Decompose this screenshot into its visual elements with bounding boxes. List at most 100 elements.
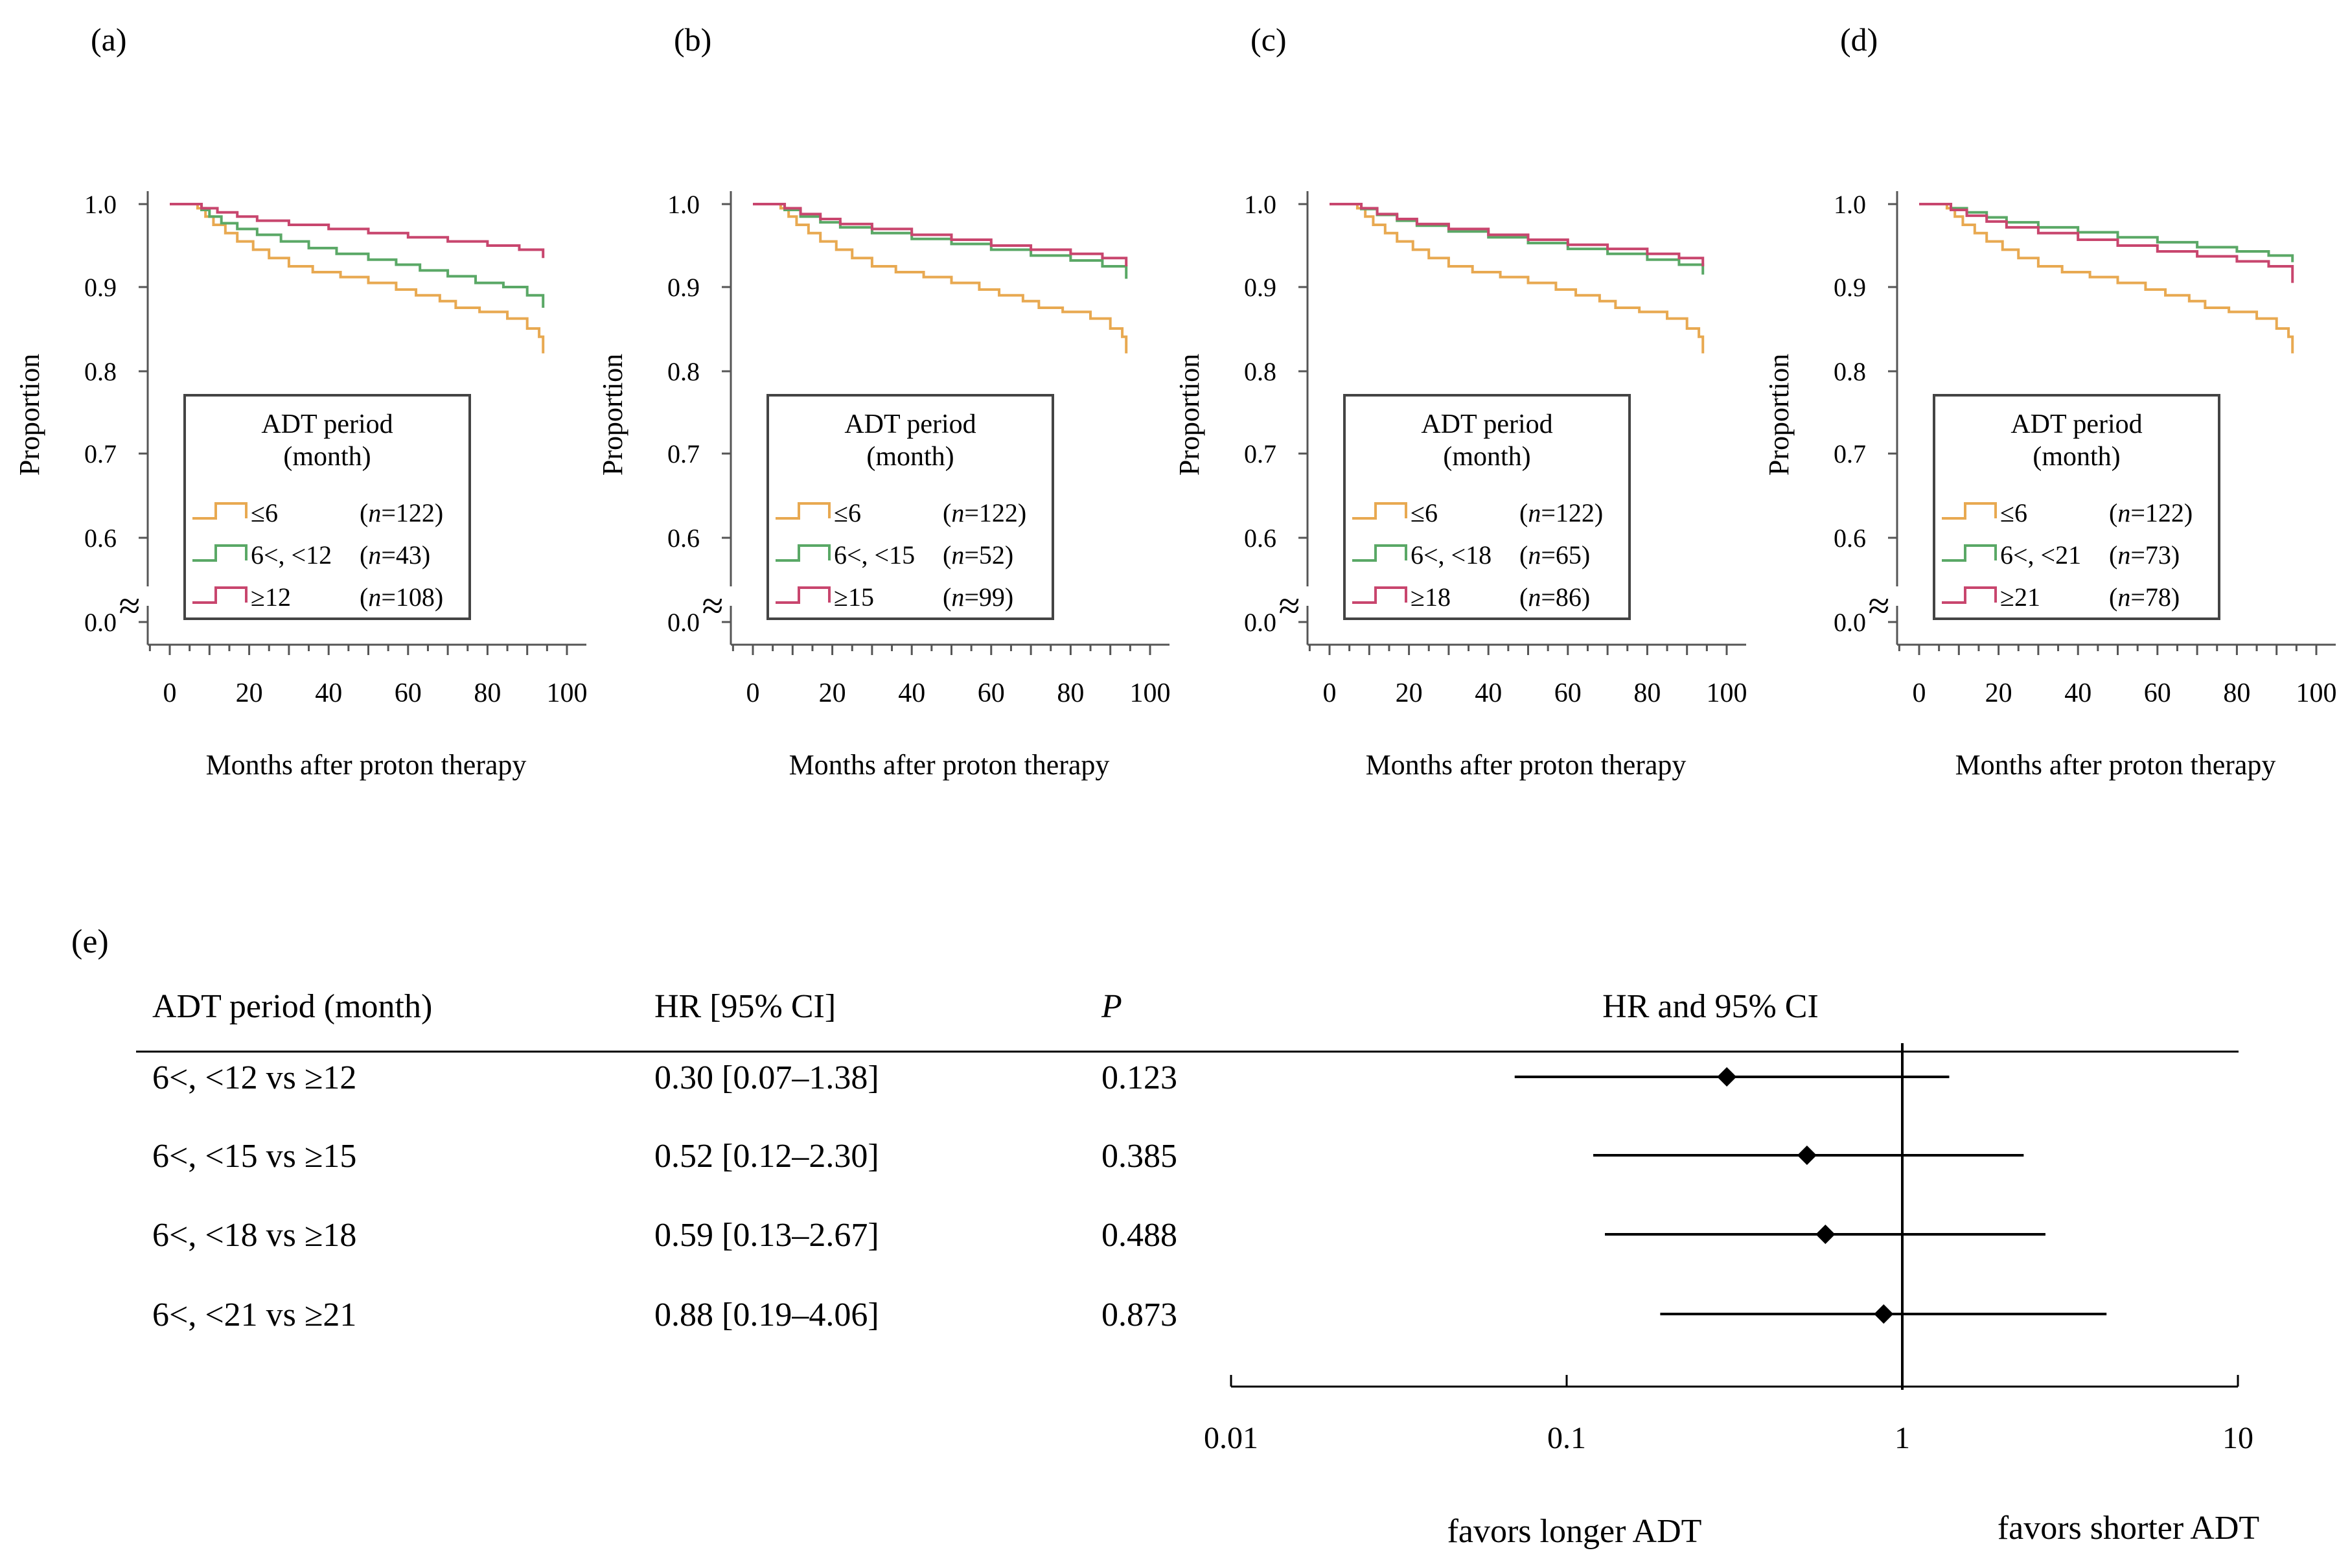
- column-header-p: P: [1101, 988, 1122, 1025]
- legend-n-label: (n=122): [360, 498, 443, 527]
- km-curve-3: [1330, 203, 1705, 266]
- legend-n-label: (n=108): [360, 582, 443, 612]
- legend-series-label: ≤6: [834, 498, 861, 527]
- legend-box: [766, 394, 1054, 620]
- legend-swatch-icon: [1352, 544, 1407, 562]
- y-tick-label: 0.0: [1834, 608, 1866, 637]
- legend-subtitle: (month): [2033, 442, 2120, 472]
- y-tick-label: 0.6: [84, 524, 117, 553]
- row-label: 6<, <15 vs ≥15: [152, 1138, 356, 1175]
- x-axis-label: Months after proton therapy: [1955, 749, 2276, 781]
- row-label: 6<, <21 vs ≥21: [152, 1297, 356, 1333]
- y-tick-label: 0.7: [1834, 439, 1866, 468]
- panel-label: (e): [71, 923, 109, 960]
- legend-n-label: (n=122): [1519, 498, 1603, 527]
- x-tick-label: 40: [2064, 678, 2091, 708]
- y-tick-label: 0.9: [667, 273, 700, 302]
- legend-series-label: ≤6: [1411, 498, 1438, 527]
- x-tick-label: 60: [1554, 678, 1582, 708]
- y-tick-label: 0.7: [667, 439, 700, 468]
- legend-title: ADT period: [2010, 409, 2142, 439]
- y-tick-label: 0.7: [84, 439, 117, 468]
- km-curve-1: [753, 203, 1128, 354]
- y-tick-label: 0.0: [667, 608, 700, 637]
- km-curve-2: [753, 203, 1128, 279]
- legend-series-label: 6<, <12: [251, 540, 332, 570]
- panel-label: (a): [91, 21, 127, 58]
- row-p-value: 0.488: [1101, 1217, 1177, 1254]
- column-header-plot: HR and 95% CI: [1602, 988, 1819, 1025]
- legend-swatch-icon: [192, 586, 248, 604]
- y-tick-label: 1.0: [1834, 190, 1866, 219]
- km-curve-2: [170, 203, 545, 308]
- legend-swatch-icon: [1942, 544, 1997, 562]
- x-tick-label: 100: [547, 678, 588, 708]
- y-axis-label: Proportion: [1763, 354, 1795, 476]
- x-axis-label: Months after proton therapy: [206, 749, 527, 781]
- legend-box: [1933, 394, 2220, 620]
- legend-n-label: (n=52): [943, 540, 1013, 570]
- legend-swatch-icon: [192, 544, 248, 562]
- legend-n-label: (n=122): [943, 498, 1026, 527]
- row-p-value: 0.873: [1101, 1297, 1177, 1333]
- forest-x-tick-label: 0.1: [1547, 1421, 1586, 1455]
- km-curve-3: [1919, 203, 2294, 283]
- hr-point-marker: [1874, 1304, 1894, 1324]
- favors-left-label: favors longer ADT: [1447, 1513, 1702, 1550]
- y-axis-break-icon: ≈: [1279, 584, 1300, 627]
- legend-n-label: (n=78): [2109, 582, 2180, 612]
- legend-title: ADT period: [1421, 409, 1552, 439]
- legend-swatch-icon: [192, 502, 248, 520]
- x-tick-label: 80: [1057, 678, 1084, 708]
- y-tick-label: 0.0: [84, 608, 117, 637]
- row-hr-text: 0.59 [0.13–2.67]: [654, 1217, 879, 1254]
- y-tick-label: 0.6: [1834, 524, 1866, 553]
- y-axis-break-icon: ≈: [1869, 584, 1890, 627]
- km-curve-3: [753, 203, 1128, 266]
- legend-series-label: 6<, <21: [2000, 540, 2081, 570]
- x-tick-label: 0: [1323, 678, 1337, 708]
- y-axis-break-icon: ≈: [702, 584, 724, 627]
- y-tick-label: 1.0: [1244, 190, 1276, 219]
- y-tick-label: 0.9: [84, 273, 117, 302]
- legend-n-label: (n=99): [943, 582, 1013, 612]
- legend-series-label: ≥12: [251, 582, 291, 612]
- column-header-hr: HR [95% CI]: [654, 988, 836, 1025]
- y-axis-label: Proportion: [1173, 354, 1205, 476]
- legend-swatch-icon: [1352, 586, 1407, 604]
- row-label: 6<, <18 vs ≥18: [152, 1217, 356, 1254]
- favors-right-label: favors shorter ADT: [1998, 1510, 2259, 1547]
- x-tick-label: 40: [315, 678, 342, 708]
- x-tick-label: 100: [2296, 678, 2337, 708]
- legend-subtitle: (month): [283, 442, 371, 472]
- legend-series-label: ≥15: [834, 582, 874, 612]
- x-tick-label: 100: [1130, 678, 1171, 708]
- y-tick-label: 0.8: [1834, 357, 1866, 386]
- legend-swatch-icon: [1352, 502, 1407, 520]
- km-curve-3: [170, 203, 545, 259]
- km-curve-1: [1919, 203, 2294, 354]
- forest-x-tick-label: 10: [2222, 1421, 2253, 1455]
- x-tick-label: 0: [746, 678, 760, 708]
- legend-n-label: (n=43): [360, 540, 430, 570]
- row-p-value: 0.385: [1101, 1138, 1177, 1175]
- x-tick-label: 80: [2223, 678, 2250, 708]
- legend-series-label: ≤6: [2000, 498, 2027, 527]
- forest-x-tick-label: 1: [1895, 1421, 1910, 1455]
- x-axis-label: Months after proton therapy: [789, 749, 1110, 781]
- y-axis-break-icon: ≈: [119, 584, 141, 627]
- legend-swatch-icon: [1942, 502, 1997, 520]
- legend-swatch-icon: [776, 544, 831, 562]
- legend-box: [183, 394, 471, 620]
- y-tick-label: 1.0: [667, 190, 700, 219]
- x-tick-label: 60: [2144, 678, 2171, 708]
- x-tick-label: 40: [898, 678, 925, 708]
- panel-label: (c): [1250, 21, 1287, 58]
- panel-label: (d): [1840, 21, 1878, 58]
- x-axis-label: Months after proton therapy: [1366, 749, 1687, 781]
- legend-swatch-icon: [1942, 586, 1997, 604]
- y-tick-label: 0.8: [1244, 357, 1276, 386]
- y-tick-label: 0.8: [667, 357, 700, 386]
